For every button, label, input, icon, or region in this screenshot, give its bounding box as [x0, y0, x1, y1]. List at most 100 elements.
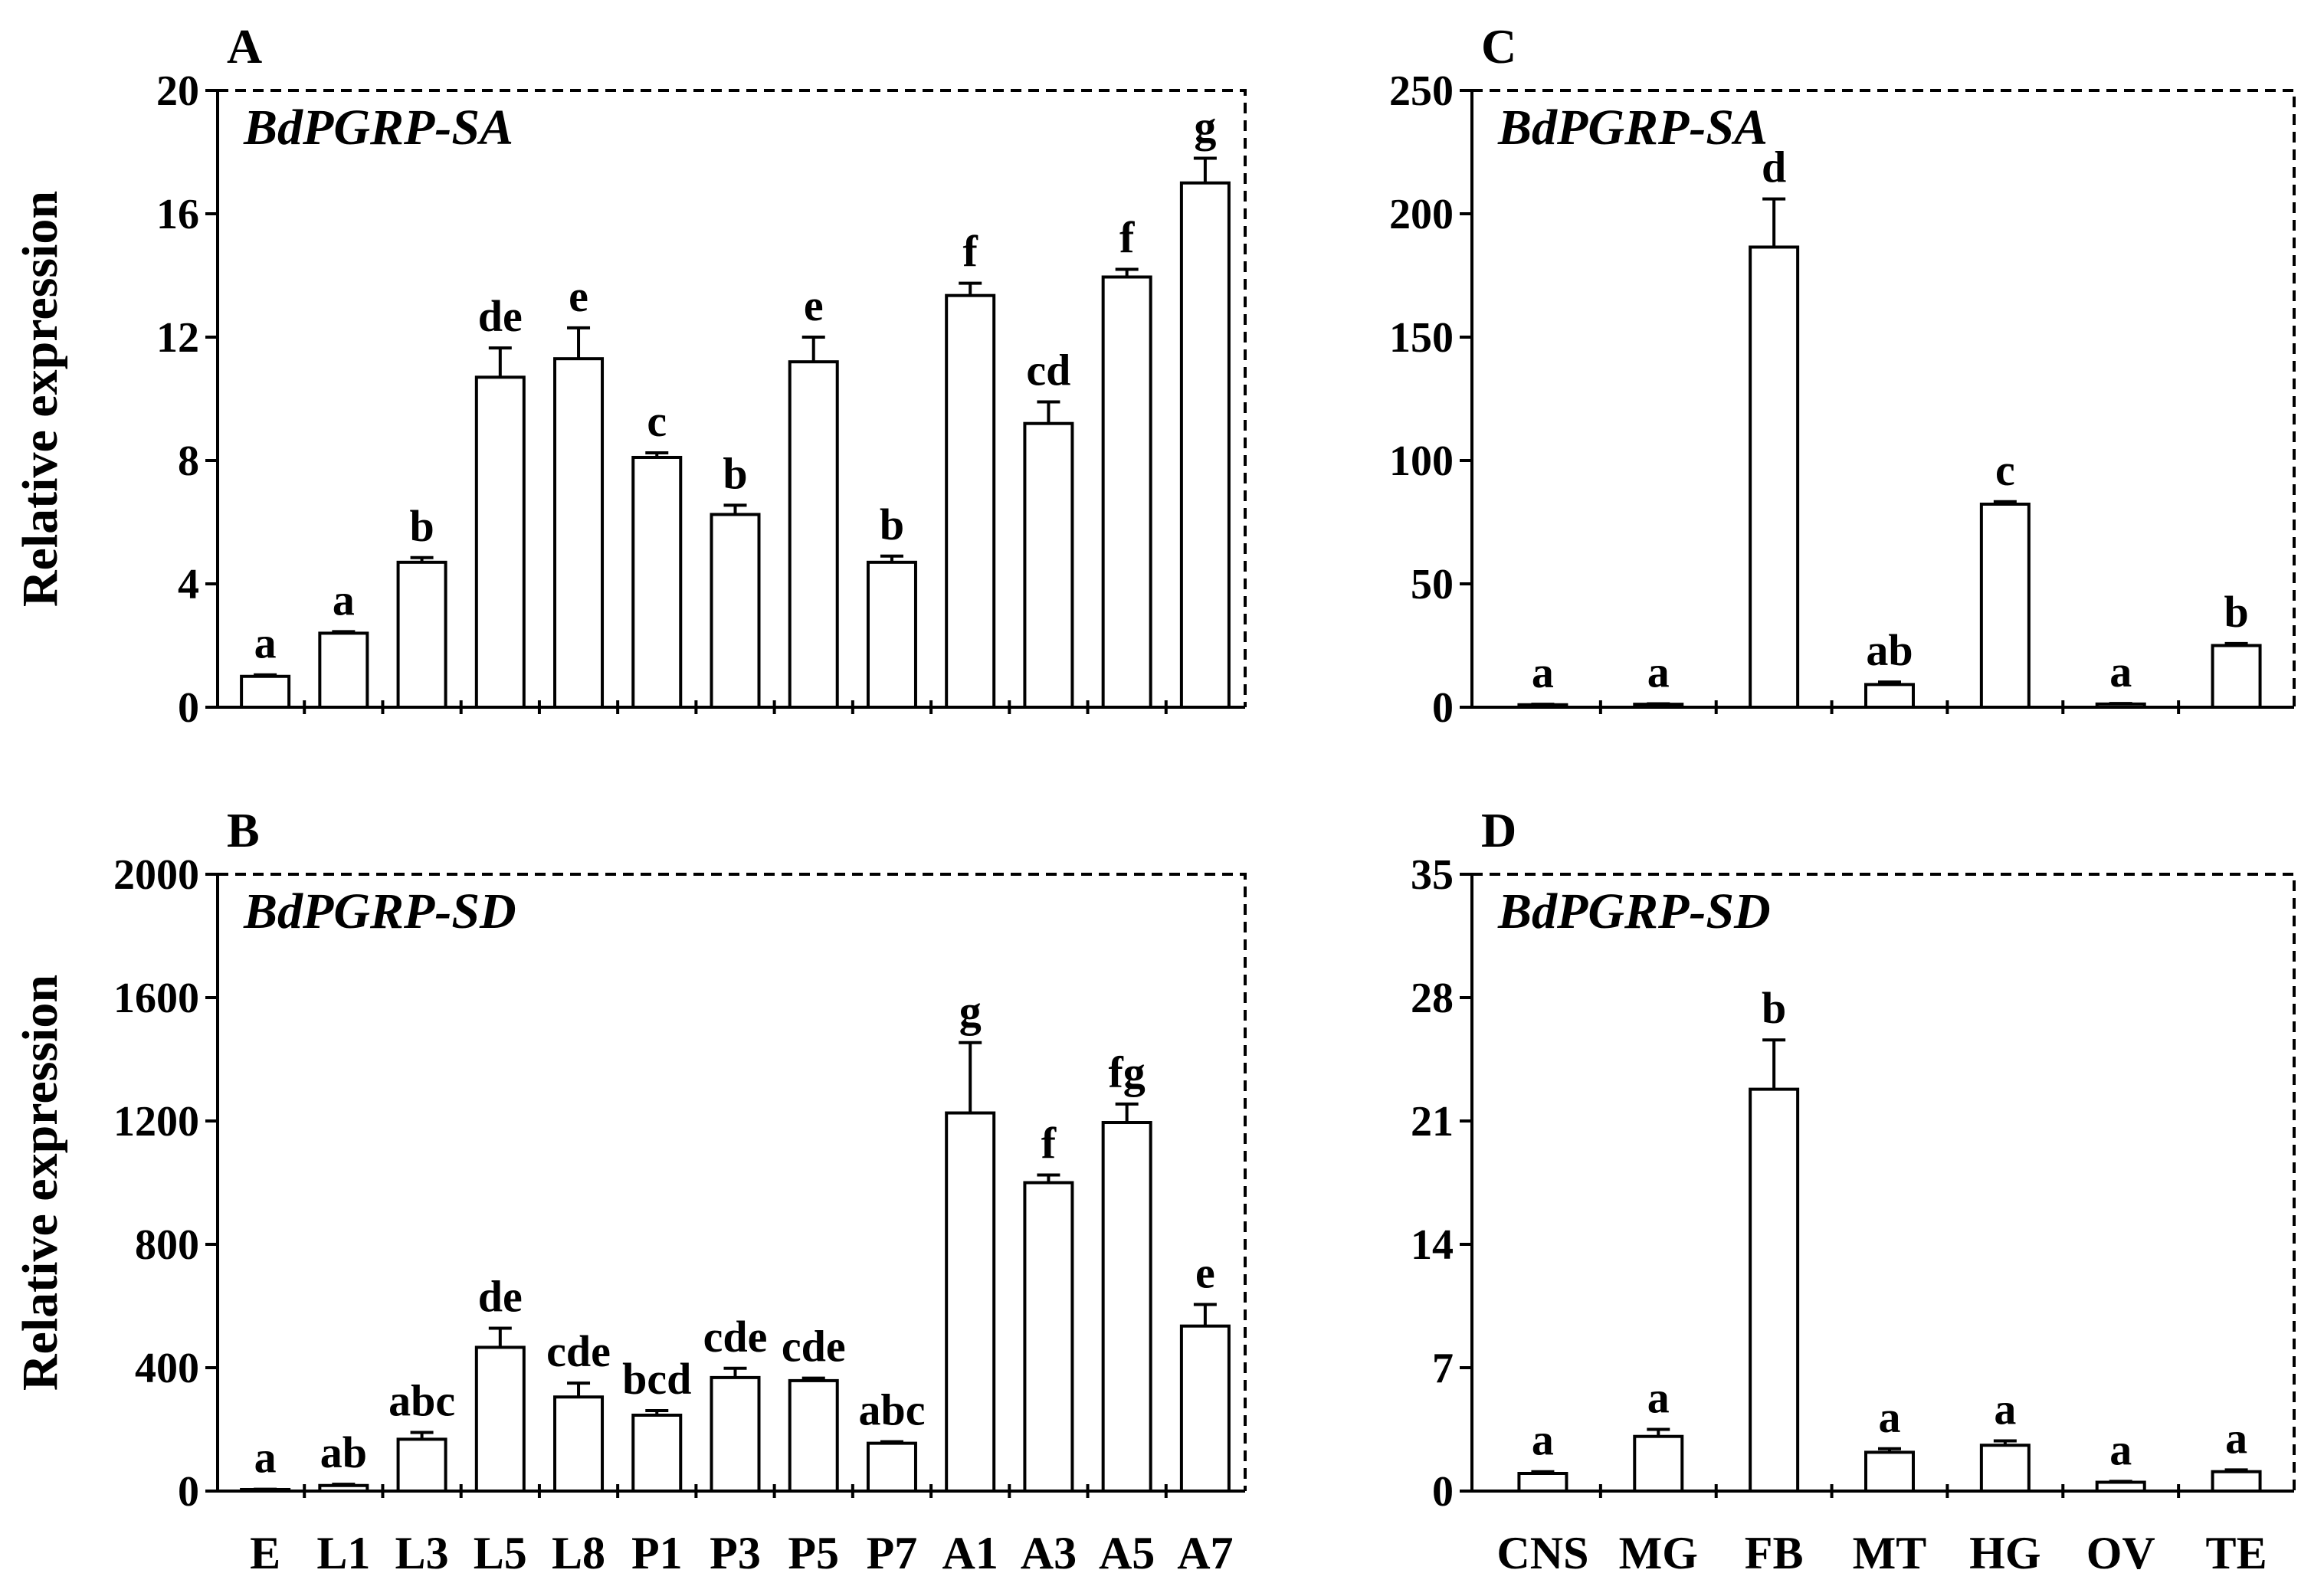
y-tick-label-C-3: 150: [1389, 314, 1454, 362]
error-bar-B-A5: [1115, 1102, 1139, 1123]
bar-D-HG: [1979, 1444, 2031, 1493]
y-tick-label-B-5: 2000: [113, 851, 199, 899]
y-tick-label-B-0: 0: [178, 1468, 199, 1516]
bar-B-L1: [318, 1483, 369, 1493]
error-bar-D-OV: [2109, 1480, 2132, 1483]
error-bar-C-FB: [1762, 197, 1786, 247]
panel-title-B: BdPGRP-SD: [243, 883, 516, 939]
error-bar-B-L5: [488, 1326, 512, 1348]
error-bar-A-P7: [880, 554, 903, 562]
error-bar-A-A3: [1037, 400, 1060, 424]
sig-letter-A-E: a: [254, 618, 277, 668]
sig-letter-C-MG: a: [1647, 647, 1670, 696]
error-bar-D-MT: [1878, 1447, 1901, 1453]
error-bar-C-OV: [2109, 702, 2132, 706]
bar-A-P1: [631, 455, 683, 709]
plot-border-D: [1472, 873, 2296, 1491]
bar-D-OV: [2095, 1480, 2146, 1493]
sig-letter-D-OV: a: [2109, 1424, 2132, 1474]
error-bar-A-E: [254, 673, 277, 677]
bar-C-MT: [1864, 683, 1915, 709]
bar-B-A5: [1101, 1121, 1152, 1493]
sig-letter-C-OV: a: [2109, 647, 2132, 696]
y-tick-label-B-1: 400: [135, 1345, 199, 1392]
sig-letter-C-CNS: a: [1532, 647, 1554, 697]
error-bar-D-MG: [1647, 1427, 1670, 1437]
sig-letter-A-P7: b: [880, 500, 904, 549]
x-tick-label-E: E: [250, 1528, 280, 1578]
sig-letter-B-A3: f: [1041, 1118, 1057, 1168]
sig-letter-C-HG: c: [1995, 445, 2015, 495]
y-tick-label-A-1: 4: [178, 561, 199, 608]
error-bar-C-HG: [1993, 500, 2017, 504]
y-tick-label-D-3: 21: [1411, 1098, 1454, 1145]
y-tick-label-C-4: 200: [1389, 191, 1454, 238]
y-tick-label-B-2: 800: [135, 1221, 199, 1269]
bar-A-P3: [710, 513, 761, 709]
bar-B-A3: [1023, 1181, 1074, 1493]
sig-letter-C-FB: d: [1762, 143, 1786, 192]
plot-border-B: [218, 873, 1247, 1491]
sig-letter-B-A1: g: [959, 986, 982, 1036]
sig-letter-D-HG: a: [1994, 1384, 2016, 1434]
y-tick-label-A-3: 12: [156, 314, 199, 362]
x-tick-label-P1: P1: [631, 1528, 683, 1578]
error-bar-A-L8: [567, 326, 591, 359]
y-tick-label-C-2: 100: [1389, 438, 1454, 485]
bar-A-L1: [318, 631, 369, 710]
sig-letter-B-L3: abc: [388, 1376, 455, 1426]
bar-A-P7: [866, 560, 917, 710]
bar-D-CNS: [1517, 1472, 1568, 1493]
sig-letter-A-L5: de: [478, 291, 523, 341]
x-tick-label-P7: P7: [867, 1528, 918, 1578]
sig-letter-B-A5: fg: [1108, 1047, 1145, 1097]
error-bar-A-L3: [410, 556, 434, 562]
error-bar-B-P1: [645, 1408, 669, 1415]
bar-A-L5: [474, 375, 526, 709]
panel-D: 0 7 14 21 28 35 a CNS a MG b FB a MT a HG a OV a TE D BdPGRP-…: [1411, 803, 2296, 1578]
bar-B-A1: [945, 1111, 996, 1493]
y-axis-label-B: Relative expression: [12, 975, 68, 1391]
sig-letter-D-MG: a: [1647, 1373, 1670, 1423]
bar-A-L3: [396, 560, 447, 710]
bar-C-FB: [1749, 245, 1800, 710]
bar-D-MG: [1633, 1434, 1684, 1493]
sig-letter-B-L1: ab: [320, 1427, 367, 1477]
bar-B-P3: [710, 1375, 761, 1493]
sig-letter-A-L3: b: [409, 501, 434, 551]
y-tick-label-D-0: 0: [1432, 1468, 1454, 1516]
bar-C-HG: [1979, 502, 2031, 710]
sig-letter-B-P1: bcd: [622, 1354, 691, 1404]
error-bar-B-L1: [332, 1483, 356, 1486]
y-tick-label-C-0: 0: [1432, 684, 1454, 732]
sig-letter-B-P5: cde: [782, 1322, 846, 1372]
error-bar-D-CNS: [1531, 1470, 1555, 1473]
error-bar-A-L5: [488, 346, 512, 378]
error-bar-D-FB: [1762, 1038, 1786, 1090]
x-tick-label-OV: OV: [2086, 1528, 2155, 1578]
bar-B-L8: [553, 1395, 605, 1493]
y-tick-label-D-4: 28: [1411, 975, 1454, 1022]
error-bar-A-P5: [801, 336, 825, 362]
bar-D-MT: [1864, 1450, 1915, 1493]
sig-letter-C-TE: b: [2224, 587, 2248, 637]
error-bar-B-A3: [1037, 1173, 1060, 1183]
sig-letter-B-A7: e: [1195, 1247, 1215, 1297]
sig-letter-D-MT: a: [1879, 1392, 1901, 1442]
sig-letter-B-P7: abc: [858, 1385, 925, 1435]
y-tick-label-C-1: 50: [1411, 561, 1454, 608]
sig-letter-A-P3: b: [723, 448, 747, 498]
panel-label-B: B: [227, 803, 260, 857]
error-bar-B-P5: [801, 1376, 825, 1381]
y-tick-label-D-5: 35: [1411, 851, 1454, 899]
sig-letter-A-P1: c: [647, 396, 667, 446]
x-tick-label-A5: A5: [1099, 1528, 1155, 1578]
error-bar-A-A1: [959, 281, 982, 296]
error-bar-B-P7: [880, 1440, 903, 1444]
x-tick-label-HG: HG: [1969, 1528, 2040, 1578]
y-tick-label-D-2: 14: [1411, 1221, 1454, 1269]
error-bar-A-A5: [1115, 267, 1139, 277]
bar-D-TE: [2211, 1470, 2262, 1493]
panel-label-C: C: [1481, 19, 1516, 74]
